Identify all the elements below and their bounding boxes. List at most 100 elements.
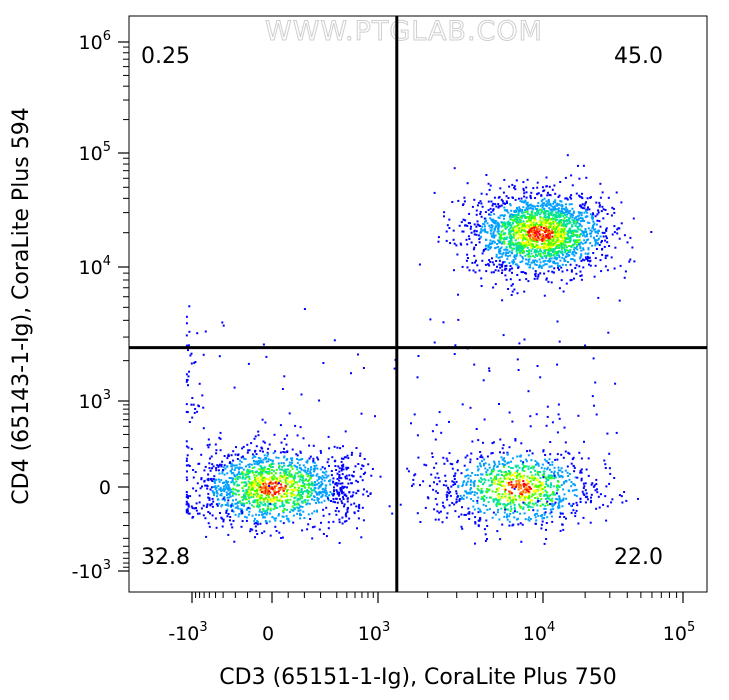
event-dot	[539, 492, 542, 495]
event-dot	[493, 213, 496, 216]
event-dot	[299, 450, 302, 453]
event-dot	[529, 235, 532, 238]
event-dot	[566, 465, 569, 468]
event-dot	[453, 167, 456, 170]
event-dot	[450, 485, 453, 488]
event-dot	[245, 475, 248, 478]
event-dot	[492, 202, 495, 205]
event-dot	[276, 496, 278, 499]
event-dot	[323, 489, 326, 491]
event-dot	[510, 230, 513, 233]
event-dot	[493, 498, 496, 501]
event-dot	[509, 268, 512, 271]
event-dot	[606, 213, 609, 215]
event-dot	[307, 486, 310, 489]
event-dot	[248, 510, 251, 513]
event-dot	[537, 472, 539, 475]
event-dot	[285, 443, 288, 446]
event-dot	[575, 501, 578, 504]
event-dot	[557, 502, 560, 504]
event-dot	[334, 501, 336, 504]
event-dot	[455, 490, 458, 493]
event-dot	[556, 254, 558, 257]
event-dot	[357, 505, 360, 508]
event-dot	[326, 461, 329, 464]
event-dot	[534, 485, 537, 488]
event-dot	[294, 496, 297, 499]
event-dot	[527, 481, 530, 483]
event-dot	[475, 225, 478, 228]
event-dot	[564, 231, 567, 234]
event-dot	[499, 438, 502, 441]
event-dot	[187, 344, 190, 347]
event-dot	[267, 458, 270, 461]
event-dot	[487, 200, 490, 203]
event-dot	[454, 472, 457, 475]
event-dot	[507, 197, 510, 199]
event-dot	[519, 221, 522, 224]
event-dot	[515, 179, 518, 182]
event-dot	[452, 481, 455, 484]
event-dot	[265, 522, 268, 525]
event-dot	[291, 479, 294, 482]
event-dot	[597, 296, 600, 299]
event-dot	[319, 468, 322, 471]
event-dot	[312, 457, 315, 460]
event-dot	[558, 246, 561, 249]
y-tick-label: 0	[99, 477, 111, 499]
event-dot	[522, 477, 525, 480]
event-dot	[332, 500, 335, 503]
event-dot	[220, 465, 223, 468]
event-dot	[480, 454, 483, 457]
event-dot	[225, 491, 228, 494]
event-dot	[508, 470, 511, 473]
event-dot	[313, 470, 315, 473]
event-dot	[260, 491, 263, 494]
event-dot	[530, 225, 532, 228]
event-dot	[587, 474, 590, 477]
event-dot	[587, 238, 590, 241]
event-dot	[549, 508, 552, 511]
event-dot	[207, 438, 210, 441]
event-dot	[569, 212, 572, 215]
event-dot	[600, 241, 603, 244]
event-dot	[185, 457, 188, 460]
event-dot	[342, 468, 345, 471]
event-dot	[192, 469, 195, 471]
event-dot	[345, 515, 348, 518]
event-dot	[497, 478, 500, 481]
event-dot	[469, 488, 472, 491]
event-dot	[542, 450, 545, 453]
event-dot	[443, 462, 446, 465]
event-dot	[438, 511, 441, 514]
event-dot	[534, 270, 537, 272]
event-dot	[297, 484, 300, 487]
event-dot	[534, 522, 537, 525]
event-dot	[473, 480, 476, 483]
event-dot	[222, 518, 225, 521]
event-dot	[263, 476, 266, 479]
event-dot	[499, 469, 502, 472]
event-dot	[356, 527, 358, 530]
event-dot	[529, 244, 532, 247]
event-dot	[533, 485, 536, 488]
event-dot	[595, 223, 598, 226]
event-dot	[593, 404, 595, 407]
event-dot	[520, 248, 523, 251]
event-dot	[596, 213, 599, 216]
event-dot	[495, 475, 497, 478]
event-dot	[553, 224, 556, 227]
event-dot	[589, 501, 592, 504]
event-dot	[539, 476, 542, 479]
event-dot	[536, 209, 539, 212]
event-dot	[527, 468, 530, 471]
event-dot	[344, 477, 347, 480]
event-dot	[478, 238, 481, 241]
event-dot	[467, 474, 470, 477]
event-dot	[473, 508, 476, 511]
event-dot	[505, 238, 508, 240]
event-dot	[318, 528, 321, 531]
event-dot	[195, 502, 198, 505]
event-dot	[491, 225, 494, 227]
event-dot	[185, 373, 188, 376]
